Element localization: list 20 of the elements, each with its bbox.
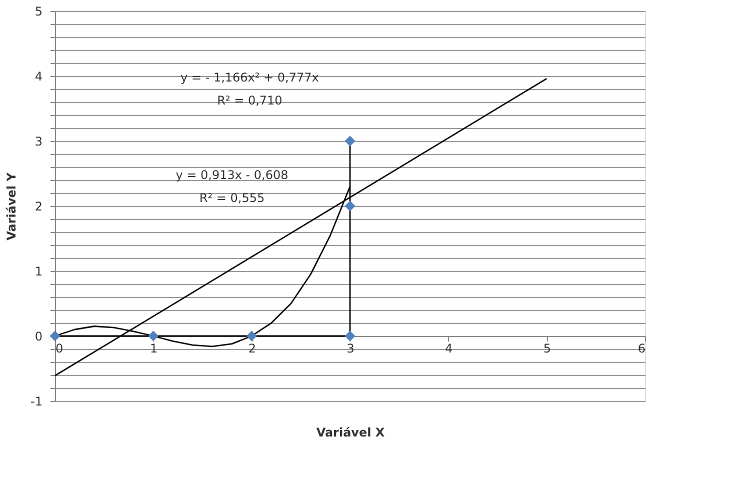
annotation: R² = 0,710 (217, 94, 282, 108)
annotation: R² = 0,555 (199, 191, 265, 206)
y-tick-label: 4 (34, 70, 42, 84)
x-tick-label: 6 (638, 342, 646, 356)
x-tick-label: 1 (150, 342, 158, 356)
y-tick-label: 2 (34, 200, 42, 214)
x-tick-label: 0 (56, 342, 64, 356)
y-axis-title: Variável Y (4, 172, 19, 240)
annotation: y = 0,913x - 0,608 (176, 168, 288, 182)
y-tick-label: 5 (34, 4, 42, 18)
x-tick-label: 4 (445, 342, 453, 356)
y-tick-label: 0 (34, 330, 42, 344)
y-tick-label: 1 (34, 264, 42, 278)
x-tick-label: 3 (346, 342, 354, 356)
x-tick-label: 2 (248, 342, 256, 356)
y-tick-label: -1 (30, 394, 42, 408)
annotation: y = - 1,166x² + 0,777x (180, 70, 319, 84)
y-tick-label: 3 (34, 134, 42, 148)
x-axis-title: Variável X (316, 426, 386, 440)
x-tick-label: 5 (543, 342, 551, 356)
